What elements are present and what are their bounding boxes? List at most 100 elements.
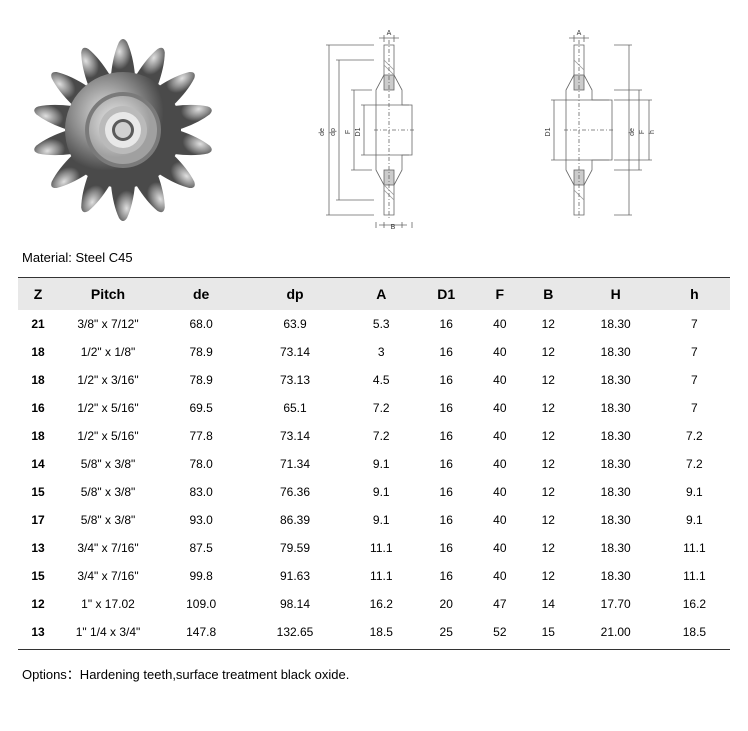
table-col-header: h xyxy=(659,278,730,311)
table-cell: 14 xyxy=(524,590,572,618)
table-cell: 7.2 xyxy=(346,422,417,450)
table-cell: 15 xyxy=(18,562,58,590)
table-cell: 1" 1/4 x 3/4" xyxy=(58,618,158,650)
table-cell: 83.0 xyxy=(158,478,244,506)
svg-text:A: A xyxy=(577,30,582,37)
table-cell: 3 xyxy=(346,338,417,366)
table-cell: 132.65 xyxy=(244,618,345,650)
table-cell: 98.14 xyxy=(244,590,345,618)
table-cell: 16 xyxy=(417,338,476,366)
table-cell: 73.13 xyxy=(244,366,345,394)
table-cell: 16 xyxy=(417,422,476,450)
table-cell: 9.1 xyxy=(346,506,417,534)
table-cell: 17.70 xyxy=(573,590,659,618)
table-cell: 3/8" x 7/12" xyxy=(58,310,158,338)
table-cell: 69.5 xyxy=(158,394,244,422)
table-row: 181/2" x 3/16"78.973.134.516401218.307 xyxy=(18,366,730,394)
spec-table: ZPitchdedpAD1FBHh 213/8" x 7/12"68.063.9… xyxy=(18,277,730,650)
table-cell: 87.5 xyxy=(158,534,244,562)
svg-text:A: A xyxy=(387,30,392,37)
table-cell: 12 xyxy=(524,394,572,422)
table-col-header: de xyxy=(158,278,244,311)
table-cell: 12 xyxy=(524,310,572,338)
table-cell: 12 xyxy=(18,590,58,618)
table-cell: 16.2 xyxy=(659,590,730,618)
table-cell: 79.59 xyxy=(244,534,345,562)
table-cell: 9.1 xyxy=(346,450,417,478)
table-cell: 18.30 xyxy=(573,478,659,506)
table-cell: 18.5 xyxy=(346,618,417,650)
table-cell: 12 xyxy=(524,562,572,590)
table-body: 213/8" x 7/12"68.063.95.316401218.307 181… xyxy=(18,310,730,650)
table-cell: 7 xyxy=(659,366,730,394)
table-cell: 12 xyxy=(524,450,572,478)
table-row: 161/2" x 5/16"69.565.17.216401218.307 xyxy=(18,394,730,422)
table-cell: 16.2 xyxy=(346,590,417,618)
table-cell: 18.30 xyxy=(573,562,659,590)
table-cell: 40 xyxy=(476,506,524,534)
table-cell: 1/2" x 3/16" xyxy=(58,366,158,394)
diagram-right: A de D1 F h xyxy=(504,30,684,230)
table-cell: 15 xyxy=(524,618,572,650)
table-cell: 147.8 xyxy=(158,618,244,650)
table-cell: 65.1 xyxy=(244,394,345,422)
table-col-header: Z xyxy=(18,278,58,311)
table-cell: 11.1 xyxy=(659,562,730,590)
table-cell: 16 xyxy=(417,478,476,506)
table-cell: 40 xyxy=(476,310,524,338)
table-cell: 12 xyxy=(524,366,572,394)
table-cell: 12 xyxy=(524,338,572,366)
options-label: Options：Hardening teeth,surface treatmen… xyxy=(18,664,730,683)
table-cell: 18.30 xyxy=(573,534,659,562)
table-row: 181/2" x 5/16"77.873.147.216401218.307.2 xyxy=(18,422,730,450)
table-row: 145/8" x 3/8"78.071.349.116401218.307.2 xyxy=(18,450,730,478)
table-cell: 16 xyxy=(417,366,476,394)
table-row: 133/4" x 7/16"87.579.5911.116401218.3011… xyxy=(18,534,730,562)
table-cell: 40 xyxy=(476,562,524,590)
table-cell: 86.39 xyxy=(244,506,345,534)
table-cell: 68.0 xyxy=(158,310,244,338)
table-row: 121" x 17.02109.098.1416.220471417.7016.… xyxy=(18,590,730,618)
table-cell: 18.30 xyxy=(573,366,659,394)
table-cell: 18.30 xyxy=(573,450,659,478)
svg-text:h: h xyxy=(649,130,656,134)
table-row: 153/4" x 7/16"99.891.6311.116401218.3011… xyxy=(18,562,730,590)
table-cell: 21.00 xyxy=(573,618,659,650)
svg-text:de: de xyxy=(629,128,636,136)
table-cell: 18.30 xyxy=(573,310,659,338)
table-cell: 16 xyxy=(417,450,476,478)
table-cell: 109.0 xyxy=(158,590,244,618)
table-row: 213/8" x 7/12"68.063.95.316401218.307 xyxy=(18,310,730,338)
table-cell: 16 xyxy=(417,394,476,422)
svg-text:de: de xyxy=(319,128,326,136)
table-cell: 20 xyxy=(417,590,476,618)
table-cell: 5/8" x 3/8" xyxy=(58,478,158,506)
table-cell: 12 xyxy=(524,506,572,534)
svg-text:dp: dp xyxy=(330,128,337,136)
table-cell: 40 xyxy=(476,338,524,366)
table-cell: 18.5 xyxy=(659,618,730,650)
table-cell: 7 xyxy=(659,310,730,338)
table-cell: 40 xyxy=(476,422,524,450)
table-cell: 17 xyxy=(18,506,58,534)
table-cell: 73.14 xyxy=(244,422,345,450)
table-col-header: A xyxy=(346,278,417,311)
table-cell: 78.0 xyxy=(158,450,244,478)
svg-text:D1: D1 xyxy=(545,127,552,136)
table-cell: 18.30 xyxy=(573,506,659,534)
technical-diagrams: A de dp F D1 B H xyxy=(258,30,730,230)
table-cell: 14 xyxy=(18,450,58,478)
table-cell: 7 xyxy=(659,394,730,422)
svg-text:B: B xyxy=(391,224,396,230)
table-cell: 40 xyxy=(476,450,524,478)
table-col-header: dp xyxy=(244,278,345,311)
table-cell: 93.0 xyxy=(158,506,244,534)
sprocket-photo xyxy=(18,25,228,235)
table-cell: 16 xyxy=(417,310,476,338)
diagram-left: A de dp F D1 B H xyxy=(304,30,484,230)
table-cell: 3/4" x 7/16" xyxy=(58,562,158,590)
table-cell: 18.30 xyxy=(573,394,659,422)
table-cell: 7.2 xyxy=(659,450,730,478)
table-cell: 5.3 xyxy=(346,310,417,338)
table-cell: 1" x 17.02 xyxy=(58,590,158,618)
